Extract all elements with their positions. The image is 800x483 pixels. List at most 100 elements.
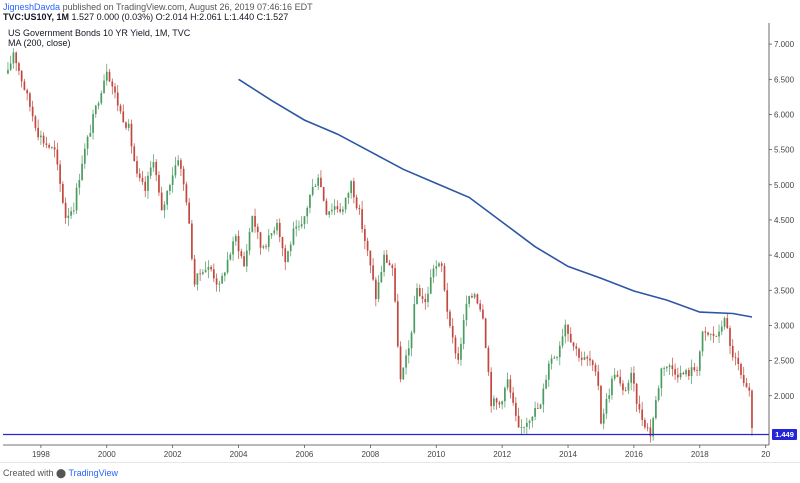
candle-body — [306, 207, 309, 217]
candle-body — [262, 246, 265, 248]
candle-body — [229, 254, 232, 260]
candle-body — [31, 106, 34, 117]
candle-body — [361, 209, 363, 229]
candle — [646, 423, 649, 432]
candle-body — [45, 143, 48, 145]
candle — [575, 343, 578, 357]
candlestick-series — [7, 48, 753, 443]
candle-body — [740, 363, 742, 375]
candle — [155, 159, 158, 181]
candle-body — [597, 371, 600, 386]
candle-body — [86, 136, 89, 149]
level-badge-label: 1.449 — [775, 430, 794, 439]
candle — [413, 295, 416, 335]
candle-body — [707, 332, 709, 335]
candle — [578, 347, 580, 362]
candle — [693, 363, 696, 372]
candle — [427, 286, 429, 308]
candle-body — [482, 309, 484, 319]
candle-body — [325, 200, 328, 215]
candle-body — [622, 383, 624, 391]
candle-body — [37, 127, 39, 138]
candle — [471, 293, 473, 299]
level-badge-background — [772, 429, 797, 441]
candle — [558, 341, 561, 366]
price-axis[interactable]: 2.000 2.500 3.000 3.500 4.000 4.500 5.000 5.500… — [769, 40, 795, 401]
candle — [432, 264, 435, 284]
candle — [707, 331, 709, 337]
candle-body — [498, 402, 501, 405]
tradingview-logo-icon: ⬤ — [56, 468, 67, 478]
candle-body — [202, 272, 204, 274]
candle-body — [611, 378, 613, 396]
candle — [740, 362, 742, 379]
candle — [251, 215, 254, 233]
candle — [12, 48, 15, 69]
candle — [600, 384, 602, 425]
candle — [149, 160, 152, 180]
candle — [51, 146, 53, 150]
tradingview-brand[interactable]: TradingView — [68, 468, 118, 478]
candle-body — [561, 336, 564, 346]
candle-body — [333, 206, 336, 210]
candle — [265, 243, 267, 250]
candle-body — [158, 175, 160, 193]
candle-body — [536, 407, 539, 409]
candle — [580, 351, 583, 366]
candle — [325, 198, 328, 216]
candle-body — [528, 420, 531, 423]
candle-body — [413, 303, 416, 333]
candle — [86, 135, 89, 156]
candle-body — [350, 181, 352, 194]
time-tick-label: 2012 — [493, 450, 511, 459]
candle-body — [287, 251, 289, 263]
candle — [333, 199, 336, 216]
candle — [504, 386, 506, 408]
candle-body — [385, 254, 388, 263]
candle — [344, 197, 347, 214]
candle-body — [473, 294, 476, 298]
candle — [682, 371, 685, 375]
candle — [281, 236, 284, 257]
candle — [666, 365, 668, 372]
candle-body — [569, 333, 572, 343]
candle — [624, 386, 627, 392]
candle — [627, 379, 630, 395]
candle-body — [226, 259, 229, 273]
candle-body — [243, 256, 245, 267]
candle — [20, 70, 23, 88]
candle-body — [726, 318, 729, 329]
candle-body — [594, 365, 597, 372]
candle-body — [130, 123, 133, 147]
candle-body — [339, 209, 342, 212]
symbol-label[interactable]: TVC:US10Y, 1M — [3, 12, 70, 22]
candle — [553, 355, 556, 360]
candle — [377, 275, 380, 303]
candle — [663, 366, 665, 377]
candle — [215, 273, 218, 292]
candle-body — [608, 395, 611, 399]
candle — [158, 171, 160, 196]
candle — [229, 252, 232, 261]
candle-body — [484, 318, 487, 348]
candle — [506, 372, 509, 391]
author-link[interactable]: JigneshDavda — [3, 2, 61, 12]
candle-body — [237, 235, 240, 252]
candle-body — [81, 163, 83, 181]
candle-body — [355, 197, 358, 209]
candle-body — [742, 374, 745, 384]
candle — [347, 191, 350, 204]
candle-body — [443, 265, 446, 291]
candle — [174, 156, 177, 179]
candle — [322, 186, 325, 202]
price-chart[interactable]: 2.000 2.500 3.000 3.500 4.000 4.500 5.000 5.500… — [0, 23, 800, 462]
candle — [630, 367, 633, 391]
candle-body — [185, 184, 188, 203]
time-axis[interactable]: 1998 2000 2002 2004 2006 2008 2010 2012 2014 2016… — [32, 445, 771, 459]
candle — [424, 293, 427, 310]
candle — [300, 215, 303, 229]
candle-body — [641, 409, 644, 420]
candle-body — [125, 122, 127, 128]
candle — [718, 324, 720, 343]
candle-body — [630, 372, 633, 383]
